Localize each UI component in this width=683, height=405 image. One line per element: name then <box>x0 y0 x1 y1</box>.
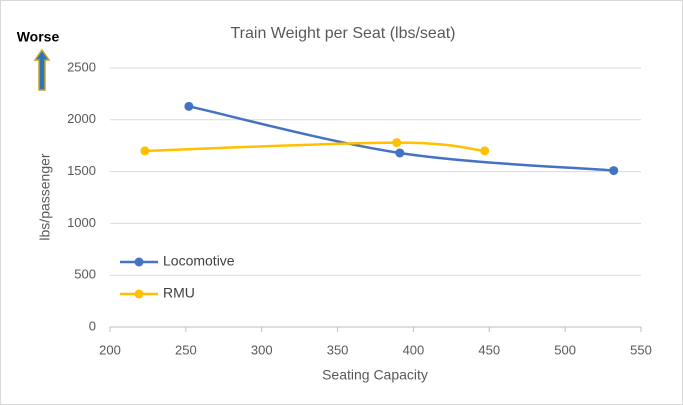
series-line <box>144 141 485 153</box>
y-tick-label: 0 <box>89 318 96 333</box>
data-point <box>184 101 194 111</box>
data-point <box>609 166 619 176</box>
x-tick-label: 400 <box>403 342 425 357</box>
worse-arrow <box>33 48 51 91</box>
y-tick-label: 500 <box>74 267 96 282</box>
annotation: Worse <box>17 29 60 45</box>
x-tick-label: 550 <box>630 342 652 357</box>
x-tick-label: 500 <box>554 342 576 357</box>
y-tick-label: 1500 <box>67 163 96 178</box>
legend-label: RMU <box>163 285 195 301</box>
data-point <box>392 138 402 148</box>
legend-label: Locomotive <box>163 253 235 269</box>
y-tick-label: 2000 <box>67 111 96 126</box>
legend-marker <box>134 257 144 267</box>
data-point <box>480 146 490 156</box>
x-tick-label: 200 <box>99 342 121 357</box>
y-tick-label: 1000 <box>67 215 96 230</box>
x-tick-label: 300 <box>251 342 273 357</box>
y-axis-title: lbs/passenger <box>37 153 53 241</box>
data-point <box>140 146 150 156</box>
legend-marker <box>134 289 144 299</box>
x-tick-label: 350 <box>327 342 349 357</box>
y-tick-label: 2500 <box>67 59 96 74</box>
x-tick-label: 250 <box>175 342 197 357</box>
x-axis-title: Seating Capacity <box>322 367 428 383</box>
chart-title: Train Weight per Seat (lbs/seat) <box>231 25 456 42</box>
x-tick-label: 450 <box>478 342 500 357</box>
data-point <box>395 148 405 158</box>
